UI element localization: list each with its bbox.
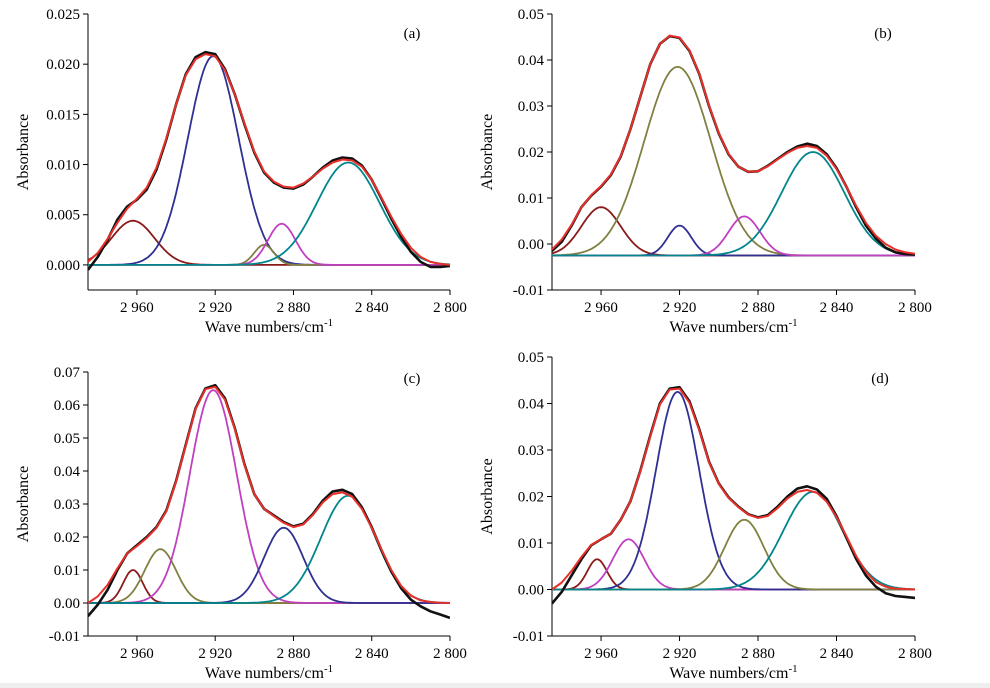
- chart2-xlabel-sup: -1: [324, 663, 333, 675]
- chart3-ytick-label: 0.03: [518, 443, 544, 459]
- chart0-ytick-label: 0.025: [46, 7, 80, 23]
- chart1-xlabel: Wave numbers/cm-1: [669, 317, 797, 336]
- chart2-ytick-label: 0.04: [54, 464, 81, 480]
- chart3-panel-label: (d): [871, 371, 889, 387]
- chart0-fit-line: [88, 53, 450, 266]
- chart0-peak-4: [88, 161, 450, 266]
- chart0-curves: [88, 50, 450, 271]
- chart0-ytick-label: 0.015: [46, 107, 80, 123]
- chart3-peak-4: [552, 491, 915, 591]
- chart1-ytick-label: 0.05: [518, 7, 544, 23]
- chart1-curves: [552, 34, 915, 257]
- chart3-xtick-label: 2 880: [741, 646, 775, 662]
- chart3-xlabel: Wave numbers/cm-1: [669, 663, 797, 682]
- chart1-panel-label: (b): [874, 26, 892, 42]
- chart0-ytick-label: 0.005: [46, 208, 80, 224]
- chart2-ytick-label: 0.07: [54, 365, 81, 381]
- chart2-xtick-label: 2 880: [277, 646, 311, 662]
- chart3-curves: [552, 385, 915, 605]
- chart1-fit-line: [552, 34, 915, 255]
- chart2-fit-line: [88, 385, 450, 604]
- chart3-peak-2: [552, 390, 915, 591]
- chart0-ytick-label: 0.000: [46, 258, 80, 274]
- chart3-xtick-label: 2 840: [820, 646, 854, 662]
- chart2-ytick-label: 0.00: [54, 596, 80, 612]
- chart1-xtick-label: 2 880: [741, 300, 775, 316]
- chart3-peak-3: [552, 518, 915, 591]
- chart3-xtick-label: 2 920: [663, 646, 697, 662]
- chart1-ylabel: Absorbance: [479, 114, 496, 190]
- chart3-xtick-label: 2 800: [898, 646, 932, 662]
- chart0-ytick-label: 0.010: [46, 158, 80, 174]
- chart-panel-c: -0.01 0.00 0.01 0.02 0.03 0.04 0.05 0.06 0.07 2 9…: [15, 365, 467, 682]
- chart3-ytick-label: 0.04: [518, 397, 545, 413]
- chart1-xlabel-text: Wave numbers/cm: [669, 319, 789, 336]
- chart0-xlabel-text: Wave numbers/cm: [205, 319, 325, 336]
- chart2-xtick-label: 2 920: [198, 646, 232, 662]
- chart1-peak-4: [552, 151, 915, 257]
- chart1-ytick-label: 0.00: [518, 237, 544, 253]
- chart1-xtick-label: 2 960: [584, 300, 618, 316]
- chart2-ytick-label: 0.02: [54, 530, 80, 546]
- chart3-ytick-label: 0.00: [518, 583, 544, 599]
- chart1-ytick-label: 0.01: [518, 191, 544, 207]
- chart0-panel-label: (a): [404, 26, 421, 42]
- chart0-xtick-label: 2 880: [277, 300, 311, 316]
- chart1-ytick-label: 0.03: [518, 99, 544, 115]
- chart-panel-b: -0.01 0.00 0.01 0.02 0.03 0.04 0.05 2 960 2 920 2…: [479, 7, 932, 336]
- chart1-xlabel-sup: -1: [788, 317, 797, 329]
- chart0-ytick-label: 0.020: [46, 57, 80, 73]
- chart1-xtick-label: 2 920: [663, 300, 697, 316]
- chart2-xtick-label: 2 840: [355, 646, 389, 662]
- chart3-xlabel-sup: -1: [788, 663, 797, 675]
- chart3-ytick-label: -0.01: [513, 629, 544, 645]
- chart3-ytick-label: 0.01: [518, 536, 544, 552]
- chart2-ylabel: Absorbance: [15, 466, 32, 542]
- chart3-ytick-label: 0.02: [518, 490, 544, 506]
- chart2-xtick-label: 2 800: [433, 646, 467, 662]
- chart2-ytick-label: 0.06: [54, 398, 81, 414]
- chart2-xlabel: Wave numbers/cm-1: [205, 663, 333, 682]
- chart-panel-d: -0.01 0.00 0.01 0.02 0.03 0.04 0.05 2 960 2 920 2…: [479, 350, 932, 682]
- chart2-xlabel-text: Wave numbers/cm: [205, 665, 325, 682]
- chart1-ytick-label: -0.01: [513, 283, 544, 299]
- chart2-curves: [88, 383, 450, 620]
- chart2-ytick-label: -0.01: [49, 629, 80, 645]
- chart2-xtick-label: 2 960: [120, 646, 154, 662]
- chart1-xtick-label: 2 800: [898, 300, 932, 316]
- chart0-xtick-label: 2 840: [355, 300, 389, 316]
- chart2-peak-2: [88, 389, 450, 604]
- chart3-ylabel: Absorbance: [479, 458, 496, 534]
- chart3-fit-line: [552, 387, 915, 591]
- chart1-xtick-label: 2 840: [820, 300, 854, 316]
- chart1-ytick-label: 0.04: [518, 53, 545, 69]
- chart0-xtick-label: 2 920: [198, 300, 232, 316]
- chart-panel-a: 0.000 0.005 0.010 0.015 0.020 0.025 2 960 2 920…: [15, 7, 467, 336]
- chart0-peak-2: [88, 243, 450, 266]
- chart0-ylabel: Absorbance: [15, 114, 32, 190]
- chart0-xlabel-sup: -1: [324, 317, 333, 329]
- chart2-ytick-label: 0.01: [54, 563, 80, 579]
- chart0-xtick-label: 2 960: [120, 300, 154, 316]
- chart1-ytick-label: 0.02: [518, 145, 544, 161]
- bottom-strip: [0, 683, 990, 688]
- chart0-xlabel: Wave numbers/cm-1: [205, 317, 333, 336]
- chart3-xlabel-text: Wave numbers/cm: [669, 665, 789, 682]
- chart2-panel-label: (c): [404, 371, 421, 387]
- chart0-xtick-label: 2 800: [433, 300, 467, 316]
- chart2-ytick-label: 0.05: [54, 431, 80, 447]
- chart3-ytick-label: 0.05: [518, 350, 544, 366]
- chart2-ytick-label: 0.03: [54, 497, 80, 513]
- chart3-xtick-label: 2 960: [584, 646, 618, 662]
